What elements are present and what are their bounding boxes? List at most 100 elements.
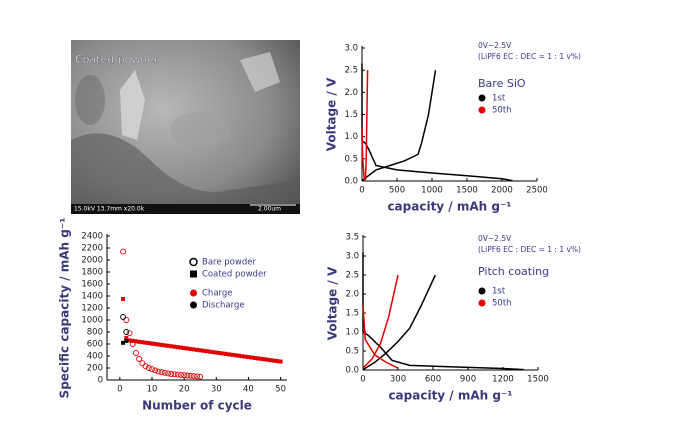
y-tick-label: 1400 (81, 292, 103, 302)
data-point (130, 338, 135, 343)
data-point (246, 355, 251, 360)
legend-label: 50th (492, 106, 512, 116)
data-point (168, 371, 175, 377)
x-tick-label: 1000 (421, 186, 443, 196)
data-point (162, 343, 167, 348)
data-point (132, 350, 139, 356)
data-point (211, 350, 216, 355)
data-point (187, 372, 194, 379)
y-axis-label: Specific capacity / mAh g⁻¹ (58, 218, 72, 399)
x-axis-label: capacity / mAh g⁻¹ (388, 389, 512, 403)
data-point (236, 353, 241, 358)
data-point (159, 342, 164, 347)
data-point (123, 329, 130, 335)
y-tick-label: 2000 (81, 256, 103, 266)
y-tick-label: 600 (87, 340, 103, 350)
x-tick-label: 2000 (491, 186, 513, 196)
data-point (182, 346, 187, 351)
data-point (233, 353, 238, 358)
data-point (252, 355, 257, 360)
data-point (150, 341, 154, 346)
data-point (124, 339, 129, 343)
data-point (158, 369, 165, 376)
x-tick-label: 30 (211, 385, 222, 395)
data-point (249, 355, 254, 360)
x-tick-label: 1500 (527, 375, 549, 385)
data-point (161, 369, 168, 376)
x-tick-label: 0 (360, 375, 365, 385)
data-point (227, 352, 232, 357)
y-tick-label: 2.0 (344, 88, 358, 98)
y-tick-label: 1600 (81, 280, 103, 290)
y-tick-label: 2.5 (344, 66, 358, 76)
x-tick-label: 600 (425, 375, 441, 385)
y-axis-label: Voltage / V (325, 77, 339, 151)
legend-label: Discharge (202, 301, 245, 311)
data-point (139, 360, 146, 367)
data-point (181, 372, 188, 379)
y-tick-label: 0.0 (344, 177, 358, 187)
annotation: 0V~2.5V (478, 41, 512, 50)
data-point (166, 343, 171, 348)
data-point (120, 314, 127, 320)
y-tick-label: 400 (87, 352, 103, 362)
data-point (140, 340, 145, 345)
data-point (165, 370, 172, 377)
x-tick-label: 1200 (492, 375, 514, 385)
data-point (217, 351, 222, 355)
data-point (155, 368, 162, 375)
data-point (214, 350, 219, 355)
data-point (136, 356, 143, 362)
data-point (152, 367, 159, 374)
data-point (265, 357, 270, 362)
data-point (240, 354, 244, 359)
data-point (191, 347, 196, 352)
data-point (153, 342, 158, 346)
y-axis-label: Voltage / V (326, 266, 340, 340)
legend-marker (478, 299, 486, 307)
y-tick-label: 200 (87, 364, 103, 374)
y-tick-label: 3.5 (345, 233, 359, 243)
data-point (178, 345, 183, 350)
data-point (197, 373, 204, 380)
data-point (177, 371, 184, 378)
data-point (124, 336, 129, 340)
x-tick-label: 900 (460, 375, 476, 385)
legend-marker (190, 289, 197, 297)
x-tick-label: 300 (390, 375, 406, 385)
annotation: Pitch coating (478, 265, 549, 278)
data-point (126, 330, 133, 337)
data-point (127, 338, 132, 343)
y-tick-label: 2.0 (345, 290, 359, 300)
data-point (123, 317, 130, 323)
data-point (190, 373, 197, 380)
data-point (275, 359, 280, 364)
data-point (223, 351, 228, 356)
y-tick-label: 2.5 (345, 271, 359, 281)
x-tick-label: 50 (275, 385, 286, 395)
x-tick-label: 500 (389, 186, 405, 196)
data-point (121, 340, 126, 345)
legend-label: Charge (202, 289, 233, 299)
sem-image: Coated powder 15.0kV 13.7mm x20.0k 2.00u… (71, 40, 300, 214)
data-line (361, 70, 369, 181)
y-tick-label: 2200 (81, 244, 103, 254)
data-point (174, 371, 181, 378)
y-tick-label: 1.5 (345, 309, 359, 319)
x-tick-label: 10 (147, 385, 158, 395)
data-point (175, 345, 180, 350)
y-tick-label: 0.5 (345, 347, 359, 357)
data-point (198, 348, 203, 353)
data-point (171, 371, 178, 378)
data-point (194, 373, 200, 380)
x-tick-label: 1500 (456, 186, 478, 196)
data-point (172, 344, 177, 349)
data-line (362, 274, 399, 369)
y-tick-label: 1200 (81, 304, 103, 314)
x-axis-label: capacity / mAh g⁻¹ (387, 200, 511, 214)
y-tick-label: 1000 (81, 316, 103, 326)
legend-marker (478, 287, 486, 295)
x-tick-label: 20 (179, 385, 190, 395)
annotation: (LiPF6 EC : DEC = 1 : 1 v%) (478, 245, 581, 254)
